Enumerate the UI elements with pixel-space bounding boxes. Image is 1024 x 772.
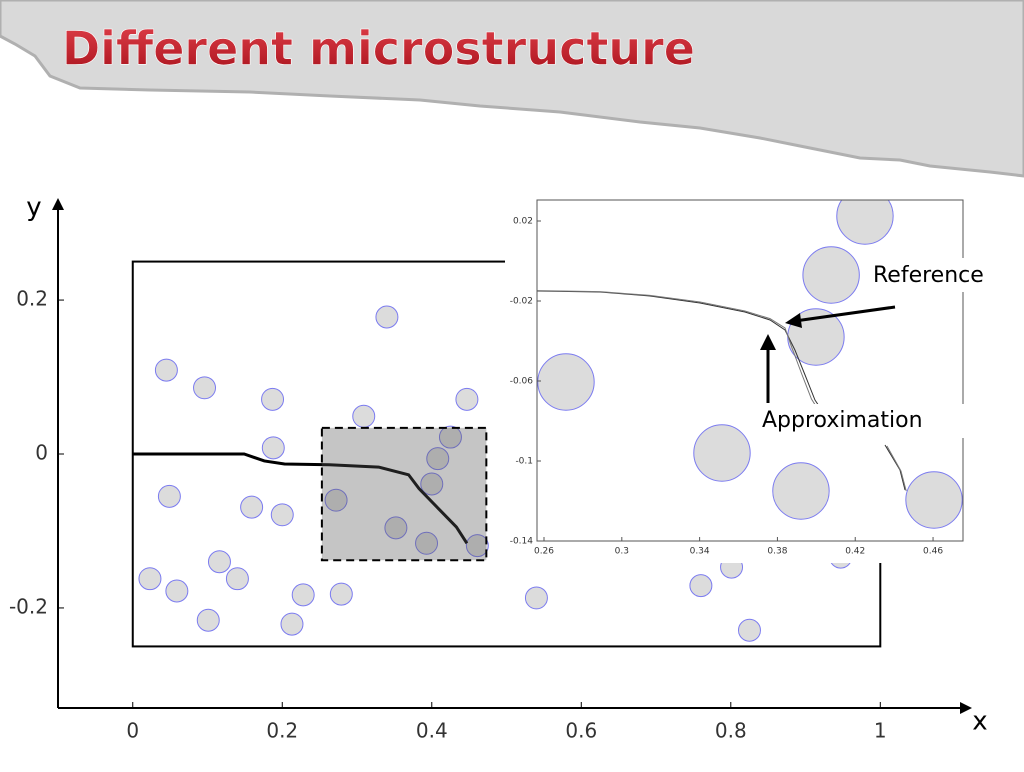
x-tick-label: 0.2 [266,719,298,743]
x-tick-label: 0.26 [534,547,554,557]
inset-plot-area [537,200,963,529]
crack-path [537,290,907,492]
x-tick-label: 0.8 [715,719,747,743]
particle [324,488,348,512]
crack-path [132,452,469,545]
particle [737,618,761,642]
y-tick-label: -0.02 [510,297,533,307]
particle [225,567,249,591]
particle [415,531,439,555]
annotation: Approximation [762,408,923,433]
x-tick-label: 0.46 [923,547,943,557]
y-axis-label: y [26,193,41,223]
particle [193,376,217,400]
y-tick-label: -0.2 [9,594,48,618]
particle [438,425,462,449]
particle [329,582,353,606]
particle [240,495,264,519]
slide-title: Different microstructure [62,22,695,76]
particle [157,484,181,508]
particle [375,305,399,329]
x-arrow [960,702,972,714]
x-tick-label: 0.6 [565,719,597,743]
y-tick-label: -0.14 [510,537,534,547]
particle [693,424,751,482]
particle [165,579,189,603]
particle [261,436,285,460]
annotation: Reference [873,263,984,288]
particle [261,387,285,411]
particle [836,200,894,245]
particle [384,516,408,540]
arrow-shaft [794,305,896,323]
y-tick-label: 0.2 [16,287,48,311]
x-tick-label: 0 [126,719,139,743]
x-tick-label: 0.38 [767,547,787,557]
particle [270,503,294,527]
x-axis-label: x [972,707,987,737]
particle [154,358,178,382]
y-tick-label: 0.02 [513,217,533,227]
particle [905,471,963,529]
y-tick-label: -0.1 [515,457,533,467]
particle [455,387,479,411]
arrow-head [785,313,802,328]
zoom-box [320,426,488,562]
y-arrow [52,198,64,210]
particle [465,534,489,558]
x-tick-label: 0.3 [615,547,629,557]
label-backdrop [868,258,1010,292]
main-plot: -0.2 0 0.2 0 0.2 0.4 0.6 0.8 1 y x [9,193,988,743]
x-tick-label: 1 [874,719,887,743]
x-tick-label: 0.4 [416,719,448,743]
particle [802,246,860,304]
x-tick-label: 0.34 [690,547,710,557]
arrow-head [760,334,776,350]
particle [524,586,548,610]
particle [196,608,220,632]
particle [426,447,450,471]
particle [420,472,444,496]
inset-frame [536,199,964,542]
particle [280,612,304,636]
particle [138,567,162,591]
x-tick-label: 0.42 [845,547,865,557]
particle [537,353,595,411]
header-band [0,0,1024,178]
inset-plot: 0.02 -0.02 -0.06 -0.1 -0.140.26 0.3 0.34 0.38 0.… [505,199,1010,563]
label-backdrop [758,404,970,438]
y-tick-label: -0.06 [510,377,534,387]
particle [689,574,713,598]
particle [207,550,231,574]
particle [291,583,315,607]
particle [772,462,830,520]
particle [352,404,376,428]
y-tick-label: 0 [35,441,48,465]
